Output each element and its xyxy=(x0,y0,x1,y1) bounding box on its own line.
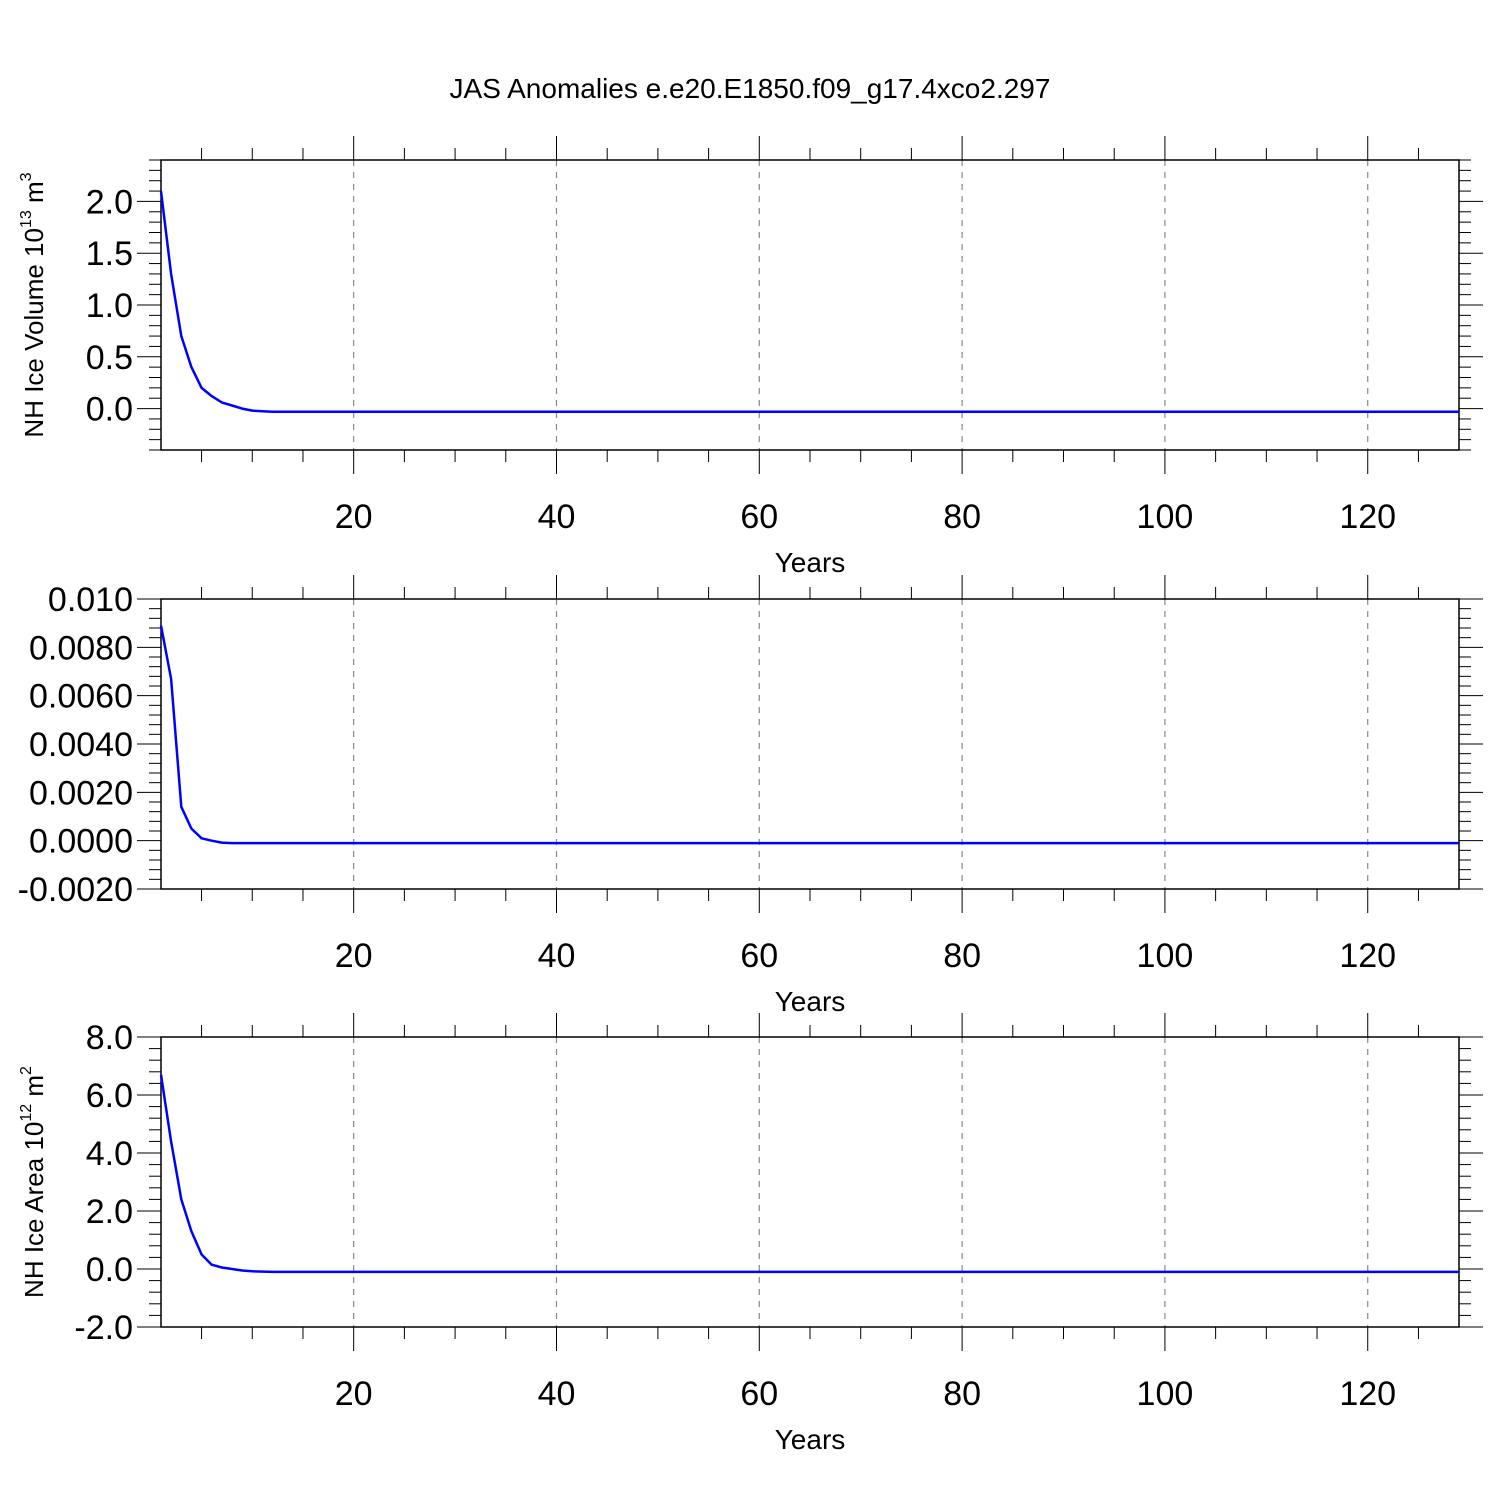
x-tick-label: 20 xyxy=(335,498,373,536)
x-tick-label: 80 xyxy=(943,937,981,975)
x-tick-label: 100 xyxy=(1137,1375,1194,1413)
y-tick-label: 1.0 xyxy=(86,287,133,325)
x-tick-label: 120 xyxy=(1339,1375,1396,1413)
y-tick-label: 2.0 xyxy=(86,1193,133,1231)
x-tick-label: 60 xyxy=(740,1375,778,1413)
y-tick-label: 0.0 xyxy=(86,391,133,429)
x-tick-label: 80 xyxy=(943,1375,981,1413)
y-tick-label: 8.0 xyxy=(86,1019,133,1057)
x-tick-label: 20 xyxy=(335,1375,373,1413)
y-tick-label: 6.0 xyxy=(86,1077,133,1115)
plot-frame xyxy=(160,159,1460,451)
y-tick-label: 0.0040 xyxy=(29,726,133,764)
y-tick-label: 0.0020 xyxy=(29,774,133,812)
x-tick-label: 40 xyxy=(538,1375,576,1413)
x-tick-label: 20 xyxy=(335,937,373,975)
series-line xyxy=(159,625,1459,845)
y-tick-label: 0.0000 xyxy=(29,823,133,861)
figure-title: JAS Anomalies e.e20.E1850.f09_g17.4xco2.… xyxy=(450,73,1051,104)
plot-frame xyxy=(160,598,1460,890)
x-tick-label: 60 xyxy=(740,937,778,975)
plot-frame xyxy=(160,1036,1460,1328)
y-tick-label: -2.0 xyxy=(74,1309,133,1347)
x-tick-label: 80 xyxy=(943,498,981,536)
y-tick-label: -0.0020 xyxy=(18,871,133,909)
x-tick-label: 60 xyxy=(740,498,778,536)
y-tick-label: 1.5 xyxy=(86,235,133,273)
x-tick-label: 120 xyxy=(1339,937,1396,975)
y-axis-title: NH Ice Volume 1013 m3 xyxy=(18,172,49,437)
series-line xyxy=(159,190,1459,413)
x-tick-label: 120 xyxy=(1339,498,1396,536)
panels: 0.0 0.5 1.0 1.5 2.0 20 40 60 80 100 120 Years NH Ice… xyxy=(18,136,1483,1455)
y-tick-label: 0.5 xyxy=(86,339,133,377)
y-tick-label: 4.0 xyxy=(86,1135,133,1173)
x-axis-title: Years xyxy=(775,986,846,1017)
x-tick-label: 100 xyxy=(1137,937,1194,975)
y-tick-label: 0.010 xyxy=(48,581,133,619)
y-tick-label: 0.0060 xyxy=(29,678,133,716)
chart-panel-1: 0.0 0.5 1.0 1.5 2.0 20 40 60 80 100 120 Years NH Ice… xyxy=(18,136,1483,578)
chart-panel-3: -2.0 0.0 2.0 4.0 6.0 8.0 20 40 60 80 100 120 Years NH… xyxy=(18,1013,1483,1455)
y-tick-label: 0.0 xyxy=(86,1251,133,1289)
x-axis-title: Years xyxy=(775,547,846,578)
x-axis-title: Years xyxy=(775,1424,846,1455)
y-axis-title: NH Ice Area 1012 m2 xyxy=(18,1066,49,1298)
series-line xyxy=(159,1074,1459,1274)
x-tick-label: 40 xyxy=(538,498,576,536)
chart-panel-2: -0.0020 0.0000 0.0020 0.0040 0.0060 0.0080 0.0… xyxy=(18,575,1483,1017)
y-tick-label: 0.0080 xyxy=(29,629,133,667)
x-tick-label: 40 xyxy=(538,937,576,975)
x-tick-label: 100 xyxy=(1137,498,1194,536)
y-tick-label: 2.0 xyxy=(86,183,133,221)
